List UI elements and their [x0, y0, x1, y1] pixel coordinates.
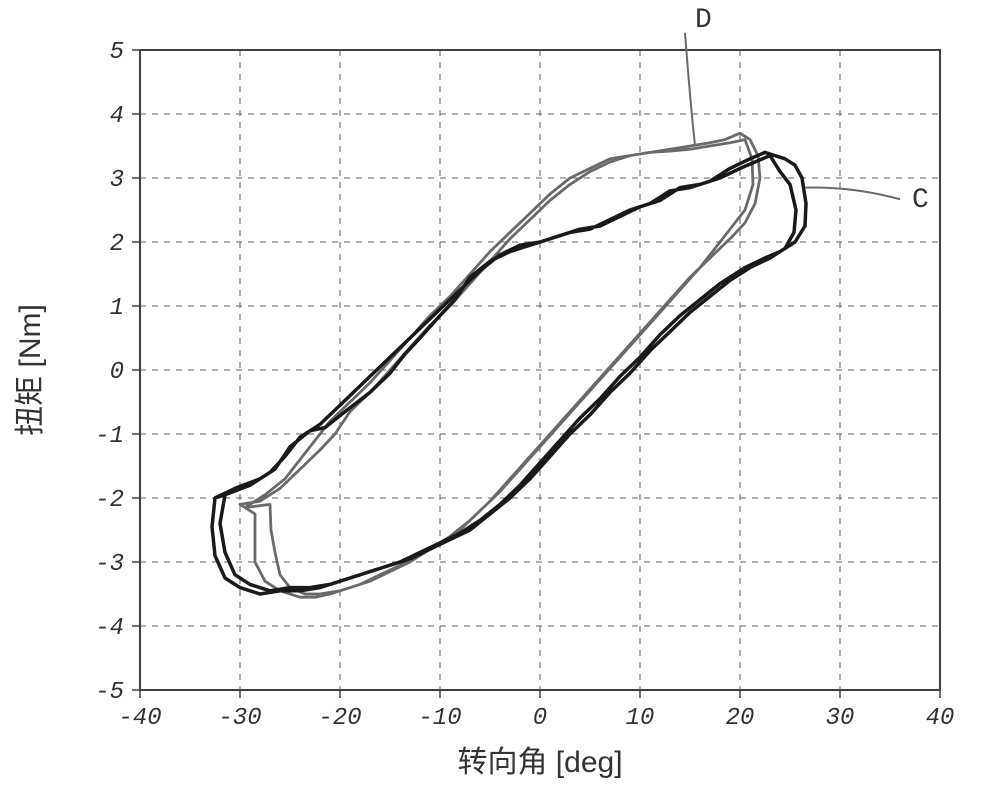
ytick-label: 2 [110, 231, 124, 258]
series-label-D: D [695, 5, 712, 36]
ytick-label: -1 [95, 423, 124, 450]
ytick-label: -5 [95, 679, 124, 706]
xtick-label: 40 [926, 705, 955, 732]
xtick-label: -40 [118, 705, 161, 732]
x-axis-label: 转向角 [deg] [457, 746, 622, 779]
xtick-label: 10 [626, 705, 655, 732]
xtick-label: -20 [318, 705, 361, 732]
ytick-label: 5 [110, 39, 124, 66]
ytick-label: -4 [95, 615, 124, 642]
ytick-label: -2 [95, 487, 124, 514]
series-label-C: C [912, 185, 929, 216]
ytick-label: 0 [110, 359, 124, 386]
hysteresis-chart: -40-30-20-10010203040-5-4-3-2-1012345转向角… [0, 0, 1000, 807]
xtick-label: 0 [533, 705, 547, 732]
ytick-label: 4 [110, 103, 124, 130]
y-axis-label: 扭矩 [Nm] [14, 304, 47, 436]
ytick-label: -3 [95, 551, 124, 578]
xtick-label: -10 [418, 705, 461, 732]
ytick-label: 1 [110, 295, 124, 322]
xtick-label: -30 [218, 705, 261, 732]
xtick-label: 30 [826, 705, 855, 732]
ytick-label: 3 [110, 167, 124, 194]
xtick-label: 20 [726, 705, 755, 732]
